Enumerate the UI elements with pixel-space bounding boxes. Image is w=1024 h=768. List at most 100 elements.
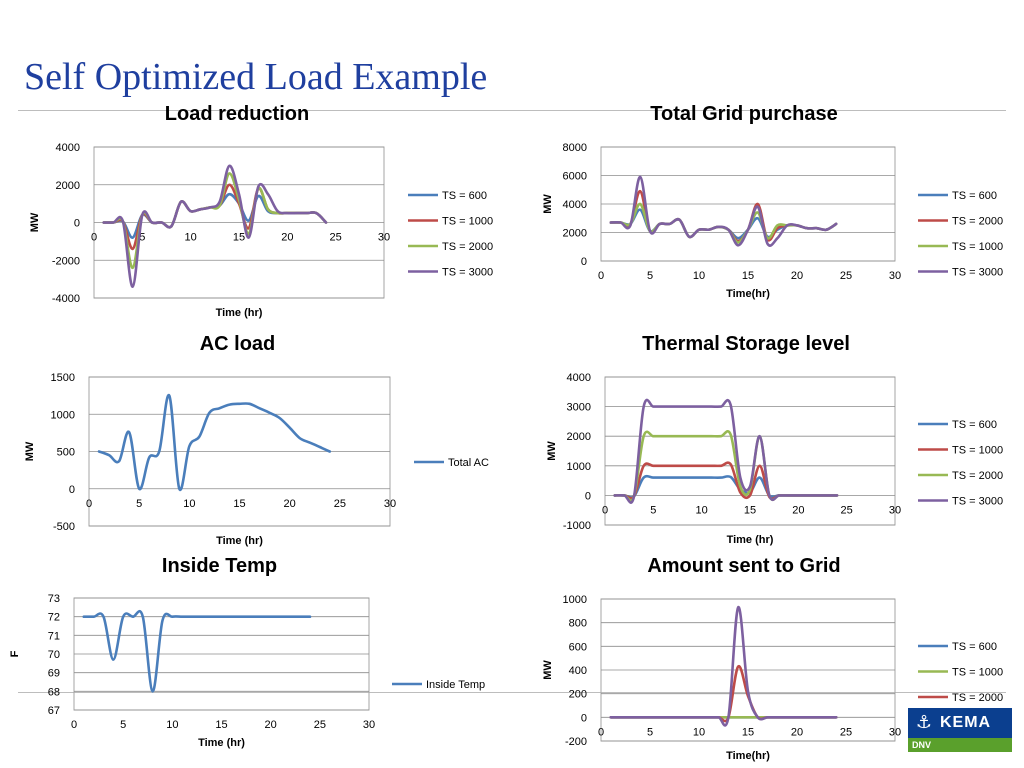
y-tick-label: 0 [69, 484, 75, 496]
chart-title: Load reduction [165, 103, 309, 125]
x-tick-label: 5 [650, 504, 656, 516]
legend-label: TS = 3000 [442, 267, 493, 279]
x-tick-label: 10 [185, 232, 197, 244]
x-tick-label: 0 [598, 270, 604, 282]
legend-label: TS = 2000 [442, 241, 493, 253]
x-tick-label: 5 [647, 270, 653, 282]
legend-label: TS = 1000 [952, 445, 1003, 457]
legend-label: TS = 600 [442, 190, 487, 202]
x-tick-label: 20 [281, 232, 293, 244]
x-tick-label: 5 [136, 498, 142, 510]
y-tick-label: 1000 [563, 594, 587, 606]
y-tick-label: 500 [57, 447, 75, 459]
x-axis-label: Time(hr) [726, 288, 770, 300]
x-tick-label: 20 [265, 719, 277, 731]
x-tick-label: 15 [742, 726, 754, 738]
x-tick-label: 0 [602, 504, 608, 516]
chart-thermal-storage-level: Thermal Storage level -1000 0 1000 2000 3000 4… [546, 333, 1003, 546]
y-tick-label: 70 [48, 649, 60, 661]
legend-label: Total AC [448, 457, 489, 469]
legend-label: TS = 3000 [952, 496, 1003, 508]
y-tick-label: 600 [569, 641, 587, 653]
legend-label: TS = 1000 [952, 241, 1003, 253]
chart-ac-load: AC load -500 0 500 1000 1500 0 5 10 15 20 25 30 Time … [24, 333, 489, 547]
legend-label: TS = 2000 [952, 692, 1003, 704]
legend-label: TS = 600 [952, 419, 997, 431]
y-tick-label: 800 [569, 618, 587, 630]
legend-label: TS = 1000 [952, 667, 1003, 679]
legend-label: TS = 600 [952, 641, 997, 653]
x-tick-label: 30 [384, 498, 396, 510]
x-tick-label: 25 [330, 232, 342, 244]
logo-sub: DNV [912, 740, 932, 750]
y-tick-label: 2000 [56, 180, 80, 192]
series-line-ts-3000 [102, 164, 328, 289]
page-title: Self Optimized Load Example [24, 56, 488, 98]
anchor-icon: ⚓ [915, 712, 933, 733]
chart-inside-temp: Inside Temp 67 68 69 70 71 72 73 0 5 10 15 20 25 30 Tim… [9, 555, 485, 749]
y-axis-label: MW [29, 212, 41, 232]
y-tick-label: 6000 [563, 171, 587, 183]
y-tick-label: 69 [48, 668, 60, 680]
x-tick-label: 30 [889, 504, 901, 516]
y-axis-label: F [9, 650, 21, 657]
logo-brand: KEMA [940, 714, 992, 731]
series-line-ts-3000 [609, 175, 838, 247]
y-tick-label: 1000 [567, 461, 591, 473]
company-logo: ⚓ KEMA DNV [908, 708, 1012, 752]
x-tick-label: 10 [183, 498, 195, 510]
y-axis-label: MW [542, 660, 554, 680]
y-tick-label: 1500 [51, 372, 75, 384]
y-tick-label: 8000 [563, 142, 587, 154]
x-axis-label: Time (hr) [216, 535, 263, 547]
x-axis-label: Time (hr) [198, 737, 245, 749]
x-tick-label: 15 [215, 719, 227, 731]
y-tick-label: -200 [565, 736, 587, 748]
y-tick-label: 1000 [51, 409, 75, 421]
x-tick-label: 15 [744, 504, 756, 516]
series-line-ts-3000 [613, 398, 839, 504]
x-axis-label: Time (hr) [727, 534, 774, 546]
x-tick-label: 25 [840, 270, 852, 282]
y-tick-label: 3000 [567, 402, 591, 414]
chart-amount-sent-to-grid: Amount sent to Grid-20002004006008001000… [542, 555, 1003, 762]
y-tick-label: 0 [74, 218, 80, 230]
title-divider [18, 110, 1006, 111]
x-tick-label: 0 [91, 232, 97, 244]
x-axis-label: Time (hr) [216, 307, 263, 319]
logo-bottom-band [908, 738, 1012, 752]
y-tick-label: 2000 [567, 431, 591, 443]
x-tick-label: 10 [696, 504, 708, 516]
y-tick-label: 68 [48, 686, 60, 698]
x-tick-label: 20 [792, 504, 804, 516]
x-tick-label: 25 [334, 498, 346, 510]
y-axis-label: MW [24, 441, 36, 461]
y-tick-label: -4000 [52, 293, 80, 305]
y-tick-label: 73 [48, 593, 60, 605]
y-tick-label: 71 [48, 630, 60, 642]
y-tick-label: 4000 [567, 372, 591, 384]
y-tick-label: 4000 [563, 199, 587, 211]
chart-total-grid-purchase: Total Grid purchase 0 2000 4000 6000 8000 0 5 10… [542, 103, 1003, 300]
chart-title: Thermal Storage level [642, 333, 850, 355]
x-tick-label: 5 [647, 726, 653, 738]
chart-title: Inside Temp [162, 555, 277, 577]
series-line-total-ac [97, 394, 332, 492]
y-tick-label: 0 [585, 490, 591, 502]
x-tick-label: 15 [233, 498, 245, 510]
series-line-ts-3000 [609, 605, 838, 727]
y-tick-label: 2000 [563, 228, 587, 240]
x-tick-label: 10 [166, 719, 178, 731]
x-tick-label: 10 [693, 726, 705, 738]
x-tick-label: 15 [233, 232, 245, 244]
chart-title: AC load [200, 333, 276, 355]
legend-label: TS = 600 [952, 190, 997, 202]
legend-label: TS = 2000 [952, 216, 1003, 228]
x-tick-label: 30 [889, 270, 901, 282]
plot-area [604, 376, 896, 526]
y-tick-label: 0 [581, 712, 587, 724]
y-tick-label: 0 [581, 256, 587, 268]
x-tick-label: 10 [693, 270, 705, 282]
series-line-inside-temp [82, 609, 312, 693]
y-tick-label: 67 [48, 705, 60, 717]
